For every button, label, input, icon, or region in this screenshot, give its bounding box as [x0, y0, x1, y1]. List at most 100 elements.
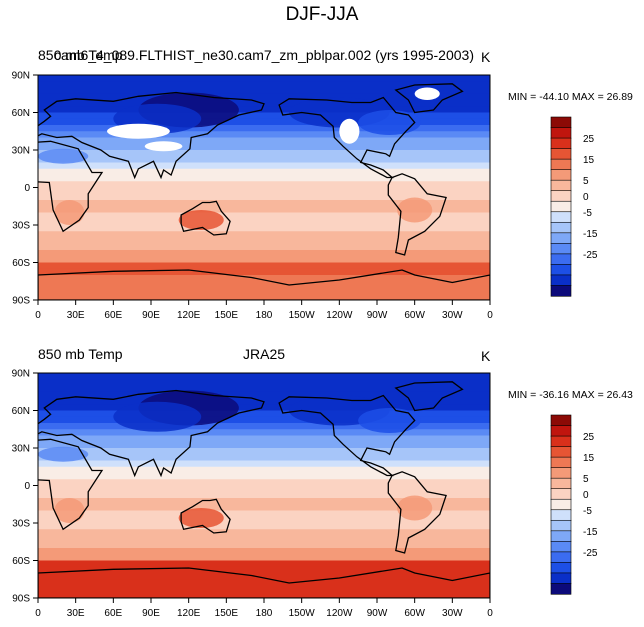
heatmap-band: [38, 187, 490, 195]
heatmap-band: [38, 448, 490, 455]
colorbar-box: [550, 179, 572, 192]
coastline: [38, 567, 490, 598]
panel-2-colorbar: 25 15 5 0 -5 -15 -25: [550, 414, 598, 595]
y-tick-label: 90S: [12, 296, 30, 307]
colorbar-box: [550, 221, 572, 234]
colorbar-label: 5: [583, 176, 589, 187]
colorbar-box: [550, 243, 572, 255]
panel-2-map: 0 30E 60E 90E 120E 150E 180 150W 120W 90W 60W 30W 09…: [12, 369, 494, 620]
colorbar-box: [550, 200, 572, 213]
panel-1-minmax: MIN = -44.10 MAX = 26.89: [508, 91, 633, 103]
colorbar-label: -25: [583, 250, 598, 261]
heatmap-band: [38, 554, 490, 561]
heatmap-band: [38, 118, 490, 126]
heatmap-band: [38, 529, 490, 536]
y-tick-label: 30N: [12, 146, 30, 157]
colorbar-label: 25: [583, 134, 595, 145]
x-tick-label: 180: [256, 310, 273, 321]
heatmap-band: [38, 591, 490, 598]
colorbar-box: [550, 509, 572, 521]
colorbar-box: [550, 158, 572, 171]
coastline: [38, 140, 104, 233]
x-tick-label: 150W: [289, 310, 316, 321]
colorbar-box: [550, 425, 572, 437]
heatmap-band: [38, 231, 490, 238]
x-tick-label: 120W: [326, 608, 353, 619]
colorbar-box: [550, 285, 572, 297]
heatmap-band: [38, 262, 490, 270]
heatmap-band: [38, 225, 490, 232]
coastline: [394, 83, 464, 114]
page-title: DJF-JJA: [285, 4, 359, 25]
coastline: [38, 91, 265, 180]
x-tick-label: 90E: [142, 310, 160, 321]
colorbar-box: [550, 583, 572, 595]
missing-data-mask: [107, 123, 170, 139]
colorbar-label: 5: [583, 474, 589, 485]
coastline: [180, 498, 231, 534]
heatmap-band: [38, 566, 490, 574]
colorbar-box: [550, 211, 572, 223]
colorbar-label: 15: [583, 155, 595, 166]
x-tick-label: 120E: [177, 608, 201, 619]
coastline: [387, 471, 447, 554]
colorbar-box: [550, 116, 572, 129]
missing-data-mask: [144, 141, 183, 152]
heatmap-band: [38, 275, 490, 282]
colorbar-box: [550, 498, 572, 511]
x-tick-label: 60W: [404, 608, 425, 619]
colorbar-label: 0: [583, 490, 589, 501]
x-tick-label: 0: [35, 310, 41, 321]
heatmap-anomaly: [38, 148, 89, 164]
heatmap-band: [38, 218, 490, 226]
coastline: [180, 200, 231, 236]
heatmap-band: [38, 75, 490, 82]
heatmap-anomaly: [38, 446, 89, 462]
colorbar-box: [550, 190, 572, 202]
x-tick-label: 60E: [104, 310, 122, 321]
heatmap-band: [38, 410, 490, 418]
x-tick-label: 120W: [326, 310, 353, 321]
y-tick-label: 60S: [12, 556, 30, 567]
heatmap-band: [38, 243, 490, 251]
x-tick-label: 120E: [177, 310, 201, 321]
colorbar-label: -15: [583, 229, 598, 240]
heatmap-band: [38, 541, 490, 549]
x-tick-label: 150E: [215, 608, 239, 619]
y-tick-label: 90N: [12, 71, 30, 82]
panel-2-units: K: [481, 348, 491, 364]
heatmap-anomaly: [54, 498, 85, 523]
y-tick-label: 60N: [12, 406, 30, 417]
colorbar-box: [550, 562, 572, 574]
colorbar-box: [550, 467, 572, 479]
colorbar-box: [550, 137, 572, 150]
heatmap-band: [38, 212, 490, 220]
panel-2-minmax: MIN = -36.16 MAX = 26.43: [508, 389, 633, 401]
colorbar-box: [550, 232, 572, 244]
heatmap-band: [38, 504, 490, 511]
x-tick-label: 90E: [142, 608, 160, 619]
heatmap-band: [38, 131, 490, 138]
heatmap-band: [38, 106, 490, 113]
colorbar-box: [550, 435, 572, 448]
heatmap-band: [38, 466, 490, 474]
x-tick-label: 30W: [442, 310, 463, 321]
heatmap-anomaly: [358, 110, 421, 135]
heatmap-anomaly: [113, 401, 202, 432]
coastline: [38, 269, 490, 300]
heatmap-anomaly: [358, 408, 421, 433]
coastline: [394, 381, 464, 412]
heatmap-band: [38, 168, 490, 176]
heatmap-band: [38, 454, 490, 461]
heatmap-band: [38, 429, 490, 436]
heatmap-band: [38, 379, 490, 386]
heatmap-band: [38, 181, 490, 188]
heatmap-band: [38, 498, 490, 505]
heatmap-band: [38, 81, 490, 88]
colorbar-label: 15: [583, 453, 595, 464]
heatmap-band: [38, 125, 490, 132]
heatmap-band: [38, 256, 490, 263]
colorbar-box: [550, 253, 572, 266]
heatmap-band: [38, 548, 490, 555]
